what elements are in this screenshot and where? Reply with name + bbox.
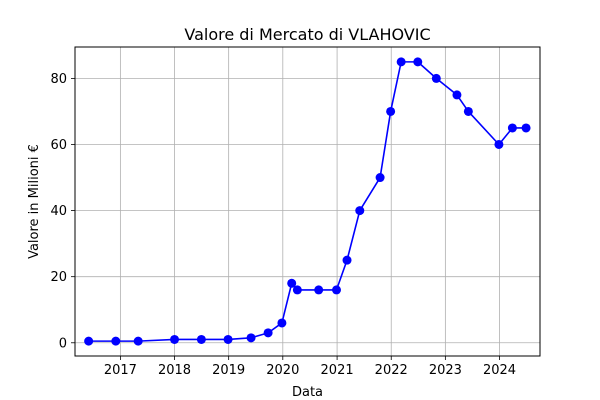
y-tick-label: 40 [50, 204, 67, 219]
data-point [84, 336, 94, 346]
data-point [277, 318, 287, 328]
data-point [431, 73, 441, 83]
data-point [246, 333, 256, 343]
data-point [287, 278, 297, 288]
series-layer [84, 57, 531, 346]
y-tick-label: 80 [50, 72, 67, 87]
y-tick-label: 60 [50, 138, 67, 153]
series-line [88, 61, 527, 342]
y-axis-title: Valore in Milioni € [27, 144, 42, 259]
data-point [342, 255, 352, 265]
x-tick-label: 2017 [104, 363, 137, 378]
chart-title: Valore di Mercato di VLAHOVIC [184, 25, 430, 44]
x-tick-label: 2021 [321, 363, 354, 378]
y-tick-label: 0 [59, 336, 67, 351]
data-point [452, 90, 462, 100]
data-point [375, 173, 385, 183]
data-point [507, 123, 517, 133]
data-point [463, 106, 473, 116]
y-tick-label: 20 [50, 270, 67, 285]
data-point [263, 328, 273, 338]
data-point [314, 285, 324, 295]
x-tick-label: 2024 [483, 363, 516, 378]
data-point [331, 285, 341, 295]
data-point [111, 336, 121, 346]
data-point [292, 285, 302, 295]
data-point [355, 206, 365, 216]
x-tick-label: 2022 [375, 363, 408, 378]
data-point [413, 57, 423, 67]
x-tick-label: 2019 [212, 363, 245, 378]
data-point [223, 334, 233, 344]
x-tick-label: 2020 [266, 363, 299, 378]
data-point [521, 123, 531, 133]
grid [75, 47, 540, 356]
x-tick-label: 2018 [158, 363, 191, 378]
x-tick-label: 2023 [429, 363, 462, 378]
data-point [196, 334, 206, 344]
data-point [386, 106, 396, 116]
data-point [494, 139, 504, 149]
data-point [170, 334, 180, 344]
x-axis-title: Data [292, 385, 323, 400]
data-point [396, 57, 406, 67]
data-point [133, 336, 143, 346]
ticks: 2017 2018 2019 2020 2021 2022 2023 2024 0 20 40 60 8… [50, 72, 516, 378]
plot-frame [74, 46, 541, 357]
